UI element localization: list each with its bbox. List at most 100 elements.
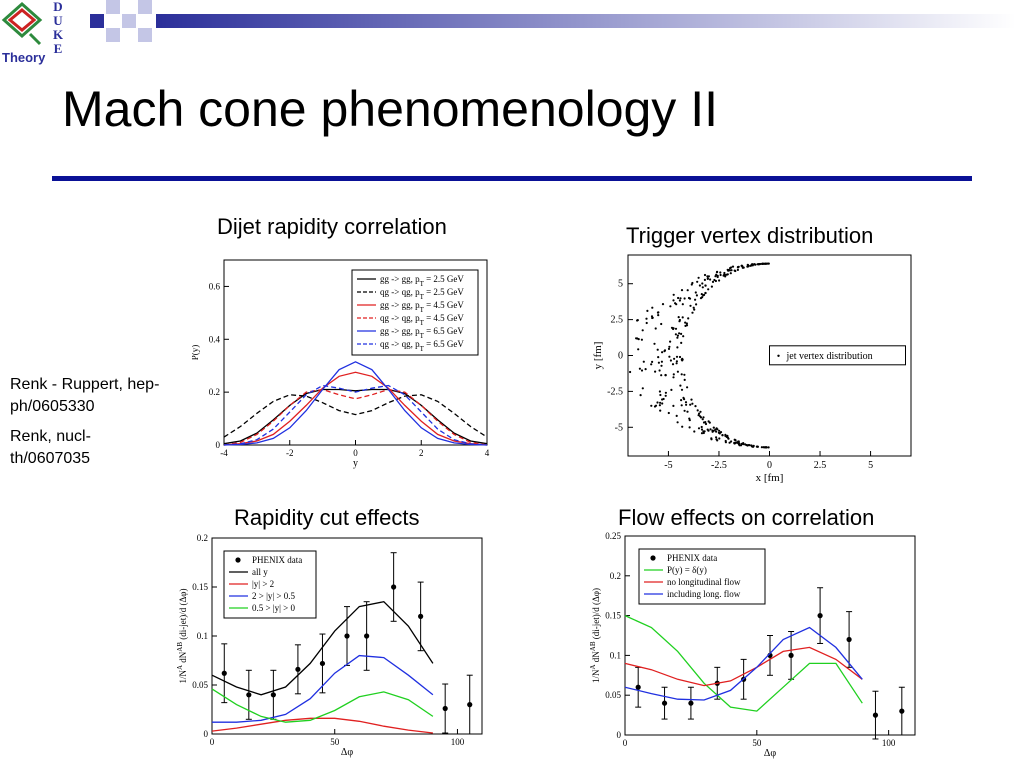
scatter-point: [730, 266, 733, 269]
scatter-point: [677, 296, 680, 300]
x-tick-label: -5: [664, 460, 672, 471]
series-line: [624, 615, 863, 712]
scatter-point: [670, 388, 673, 391]
scatter-point: [718, 437, 721, 440]
legend-label: 2 > |y| > 0.5: [252, 591, 296, 601]
scatter-point: [700, 293, 703, 296]
scatter-point: [636, 319, 639, 322]
scatter-point: [704, 421, 707, 424]
logo-letter: K: [53, 27, 64, 42]
legend-label: PHENIX data: [252, 555, 302, 565]
scatter-point: [765, 446, 768, 449]
scatter-point: [727, 269, 730, 272]
scatter-point: [740, 264, 743, 267]
caption-rapidity: Rapidity cut effects: [234, 505, 420, 530]
scatter-point: [687, 317, 690, 320]
scatter-point: [678, 299, 681, 302]
scatter-point: [676, 346, 679, 349]
scatter-point: [724, 434, 727, 437]
legend-label: qg -> qg, pT = 2.5 GeV: [380, 287, 464, 301]
legend-marker: [650, 555, 656, 561]
scatter-point: [729, 272, 732, 275]
scatter-point: [654, 404, 658, 407]
scatter-point: [680, 399, 683, 402]
vertex-chart: -5 -2.5 0 2.5 5 5 2.5 0 -2.5 -5 x [fm] y [fm] jet ve…: [592, 254, 912, 484]
scatter-point: [709, 428, 712, 431]
scatter-point: [681, 425, 684, 428]
scatter-point: [760, 446, 763, 449]
scatter-point: [661, 402, 664, 405]
y-tick-label: -5: [615, 422, 623, 433]
scatter-point: [726, 436, 729, 439]
scatter-point: [689, 304, 692, 307]
scatter-point: [672, 373, 675, 376]
scatter-point: [644, 368, 647, 371]
x-axis-label: y: [353, 458, 358, 469]
scatter-point: [677, 316, 680, 319]
y-tick-label: 5: [618, 279, 623, 290]
x-tick-label: -2: [286, 448, 294, 458]
scatter-point: [675, 362, 678, 365]
caption-flow: Flow effects on correlation: [618, 505, 875, 530]
scatter-point: [671, 363, 675, 366]
scatter-point: [651, 360, 654, 363]
legend-label: gg -> gg, pT = 2.5 GeV: [380, 274, 464, 288]
scatter-point: [669, 305, 672, 308]
scatter-point: [715, 436, 718, 439]
scatter-point: [680, 358, 683, 361]
series-line: [223, 388, 488, 445]
header-decoration: [90, 0, 1016, 42]
y-tick-label: 0.2: [197, 533, 208, 543]
y-tick-label: 0.05: [605, 690, 621, 700]
legend-label: qg -> qg, pT = 6.5 GeV: [380, 339, 464, 353]
scatter-point: [700, 432, 704, 435]
scatter-point: [701, 286, 704, 289]
scatter-point: [714, 279, 717, 283]
legend-label: P(y) = δ(y): [667, 565, 707, 575]
scatter-point: [674, 327, 678, 330]
scatter-point: [663, 349, 667, 352]
logo-diamond-outer: [1, 1, 43, 39]
scatter-point: [742, 443, 745, 446]
y-tick-label: 0.2: [610, 571, 621, 581]
scatter-point: [650, 404, 653, 407]
data-point: [661, 700, 668, 706]
scatter-point: [654, 370, 657, 373]
x-axis-label: x [fm]: [756, 472, 784, 484]
scatter-point: [675, 355, 679, 358]
y-axis-label: P(y): [192, 345, 200, 361]
scatter-point: [659, 393, 662, 397]
x-tick-label: 0: [353, 448, 358, 458]
scatter-point: [685, 324, 689, 327]
scatter-point: [699, 416, 703, 419]
scatter-point: [751, 264, 754, 267]
series-line: [211, 600, 434, 696]
scatter-point: [716, 270, 719, 273]
legend-label: no longitudinal flow: [667, 577, 741, 587]
scatter-point: [680, 404, 683, 407]
y-tick-label: 0: [204, 729, 209, 739]
scatter-point: [710, 285, 713, 288]
series-line: [212, 654, 434, 723]
data-point: [391, 584, 397, 590]
scatter-point: [730, 269, 733, 272]
scatter-point: [680, 341, 683, 344]
scatter-point: [683, 409, 686, 412]
y-tick-label: 0.15: [192, 582, 208, 592]
y-tick-label: 0.25: [605, 531, 621, 541]
scatter-point: [707, 275, 710, 278]
x-tick-label: 50: [330, 737, 340, 747]
legend-box: [769, 345, 906, 366]
x-tick-label: 100: [882, 738, 896, 748]
scatter-point: [736, 268, 739, 271]
scatter-point: [703, 273, 707, 277]
scatter-point: [691, 402, 694, 405]
deco-gradient-bar: [156, 14, 1016, 28]
scatter-point: [690, 398, 693, 401]
scatter-point: [704, 291, 707, 295]
data-point: [319, 660, 326, 667]
data-point: [344, 633, 350, 639]
scatter-point: [726, 273, 729, 276]
logo-label: Theory: [2, 50, 46, 65]
scatter-point: [637, 338, 640, 341]
